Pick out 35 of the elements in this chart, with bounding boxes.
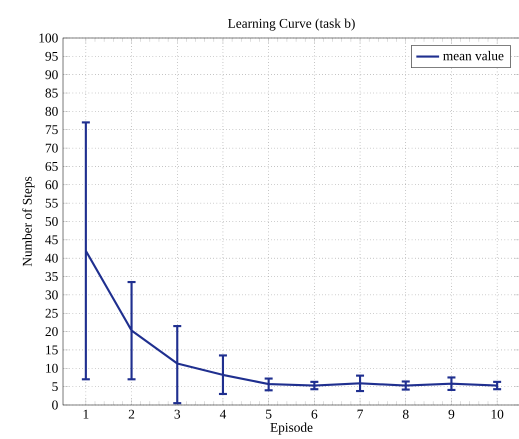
- y-tick-label: 80: [45, 106, 58, 116]
- x-tick-label: 5: [266, 410, 272, 419]
- x-axis-title: Episode: [270, 422, 313, 435]
- y-tick-label: 55: [46, 198, 58, 208]
- x-tick-label: 10: [492, 410, 504, 419]
- y-tick-label: 85: [45, 88, 58, 98]
- y-tick-label: 60: [46, 180, 58, 190]
- y-tick-label: 25: [46, 308, 58, 318]
- chart-title: Learning Curve (task b): [228, 18, 355, 31]
- y-tick-label: 30: [46, 290, 58, 300]
- y-tick-label: 45: [45, 235, 58, 244]
- y-tick-label: 10: [46, 364, 58, 373]
- y-tick-label: 20: [46, 327, 58, 336]
- y-tick-label: 35: [46, 272, 58, 282]
- y-tick-label: 50: [46, 216, 58, 226]
- x-tick-label: 7: [358, 410, 364, 418]
- x-tick-label: 9: [448, 410, 454, 419]
- y-tick-label: 15: [46, 345, 58, 354]
- y-tick-label: 95: [45, 52, 58, 61]
- x-tick-label: 2: [128, 410, 134, 419]
- y-tick-label: 100: [39, 33, 58, 42]
- x-tick-label: 6: [312, 410, 318, 419]
- legend-label: mean value: [443, 50, 504, 60]
- y-axis-title: Number of Steps: [22, 176, 34, 266]
- y-tick-label: 5: [52, 382, 58, 392]
- x-tick-label: 3: [174, 410, 180, 419]
- x-tick-label: 4: [220, 410, 226, 418]
- x-tick-label: 8: [402, 410, 409, 419]
- y-tick-label: 70: [46, 144, 58, 153]
- x-tick-label: 1: [84, 410, 88, 418]
- y-tick-label: 75: [46, 125, 58, 134]
- y-tick-label: 40: [45, 254, 58, 263]
- y-tick-label: 65: [46, 162, 58, 171]
- y-tick-label: 90: [45, 70, 58, 80]
- y-tick-label: 0: [52, 400, 58, 410]
